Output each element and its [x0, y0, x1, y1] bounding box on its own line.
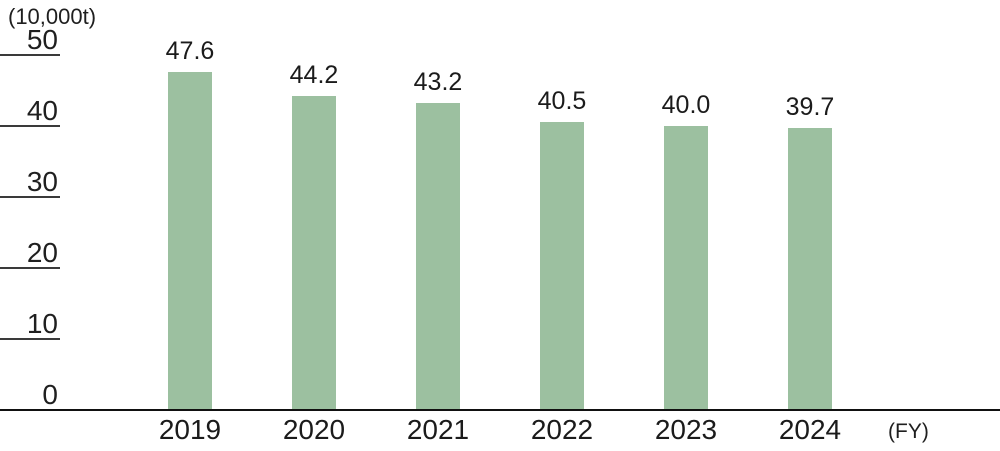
bar	[416, 103, 460, 410]
bar	[540, 122, 584, 410]
x-tick-label: 2022	[530, 414, 594, 445]
y-tick-line	[0, 338, 60, 340]
y-tick-label: 40	[26, 95, 58, 126]
y-tick-label: 0	[42, 379, 58, 410]
bar	[168, 72, 212, 410]
y-tick-line	[0, 54, 60, 56]
x-tick-label: 2021	[406, 414, 470, 445]
x-axis-line	[0, 409, 1000, 412]
y-tick-label: 20	[26, 237, 58, 268]
bar-value-label: 40.0	[661, 91, 711, 119]
y-tick-line	[0, 125, 60, 127]
x-axis-fy-label: (FY)	[888, 420, 929, 443]
y-tick-label: 30	[26, 166, 58, 197]
y-tick-label: 10	[26, 308, 58, 339]
x-tick-label: 2023	[654, 414, 718, 445]
bar-value-label: 44.2	[289, 61, 339, 90]
bar-value-label: 47.6	[165, 37, 215, 66]
x-tick-label: 2020	[282, 414, 346, 445]
bar-value-label: 40.5	[537, 87, 587, 116]
x-tick-label: 2019	[158, 414, 222, 445]
y-tick-line	[0, 267, 60, 269]
bar-value-label: 39.7	[785, 93, 835, 122]
bar	[664, 126, 708, 410]
bar-value-label: 43.2	[413, 68, 463, 97]
bar	[292, 96, 336, 410]
y-tick-label: 50	[26, 24, 58, 55]
bar	[788, 128, 832, 410]
y-axis-unit-label: (10,000t)	[8, 4, 97, 29]
y-tick-line	[0, 196, 60, 198]
x-tick-label: 2024	[778, 414, 842, 445]
